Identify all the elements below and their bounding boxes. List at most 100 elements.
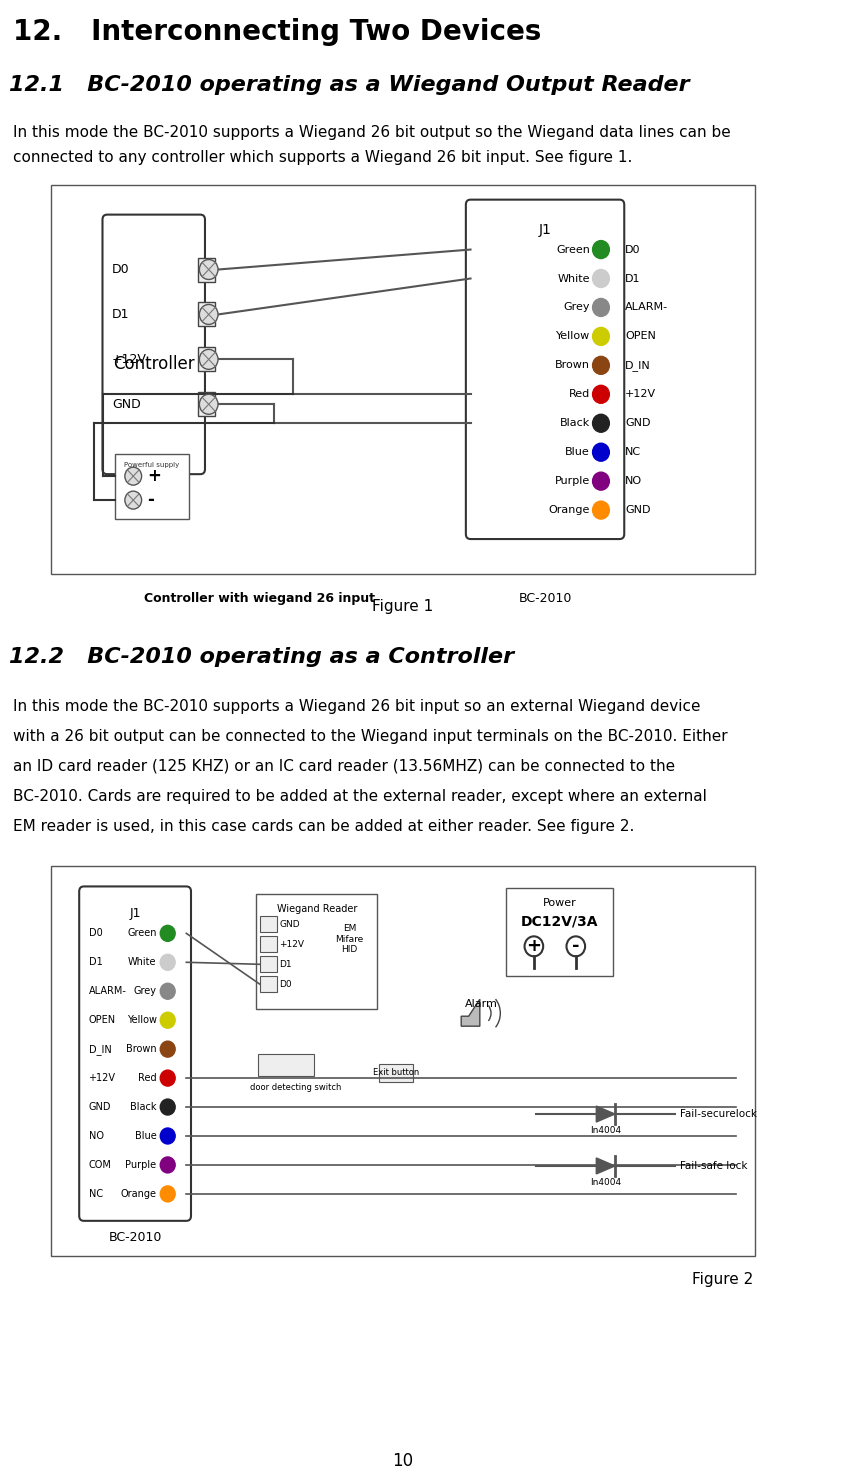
Circle shape: [593, 327, 609, 345]
Text: Figure 1: Figure 1: [372, 599, 433, 614]
Bar: [51, 866, 754, 1255]
Text: BC-2010: BC-2010: [518, 591, 572, 605]
Bar: [115, 454, 189, 519]
Text: +12V: +12V: [280, 940, 304, 948]
Text: Brown: Brown: [126, 1044, 156, 1055]
Text: Orange: Orange: [549, 504, 590, 515]
Text: Grey: Grey: [134, 987, 156, 996]
FancyBboxPatch shape: [103, 215, 205, 473]
Text: Red: Red: [569, 389, 590, 400]
Text: -: -: [572, 937, 580, 956]
Text: Controller: Controller: [113, 355, 194, 373]
Text: connected to any controller which supports a Wiegand 26 bit input. See figure 1.: connected to any controller which suppor…: [13, 150, 632, 165]
Text: with a 26 bit output can be connected to the Wiegand input terminals on the BC-2: with a 26 bit output can be connected to…: [13, 729, 727, 743]
Text: NO: NO: [626, 476, 642, 487]
Text: D1: D1: [626, 273, 641, 283]
Circle shape: [125, 491, 142, 509]
Circle shape: [160, 1041, 175, 1058]
Circle shape: [160, 1012, 175, 1028]
Text: Blue: Blue: [565, 447, 590, 457]
Text: GND: GND: [626, 504, 651, 515]
Text: Purple: Purple: [555, 476, 590, 487]
Polygon shape: [596, 1106, 615, 1122]
Text: GND: GND: [626, 419, 651, 428]
Text: In4004: In4004: [590, 1179, 621, 1187]
Text: Red: Red: [138, 1074, 156, 1083]
Text: Powerful supply: Powerful supply: [124, 462, 180, 468]
Text: D1: D1: [111, 308, 130, 322]
Circle shape: [593, 502, 609, 519]
Circle shape: [200, 260, 218, 279]
Text: Black: Black: [560, 419, 590, 428]
Text: Controller with wiegand 26 input: Controller with wiegand 26 input: [144, 591, 376, 605]
Bar: [260, 937, 276, 953]
Text: +: +: [147, 468, 161, 485]
Text: Fail-securelock: Fail-securelock: [680, 1109, 757, 1120]
Circle shape: [160, 954, 175, 971]
Bar: [260, 916, 276, 932]
Text: NC: NC: [626, 447, 641, 457]
Circle shape: [593, 414, 609, 432]
Text: Fail-safe lock: Fail-safe lock: [680, 1161, 747, 1171]
Text: D0: D0: [88, 928, 102, 938]
Bar: [379, 1063, 413, 1083]
Text: +12V: +12V: [626, 389, 657, 400]
Text: D1: D1: [280, 960, 292, 969]
FancyBboxPatch shape: [466, 199, 625, 538]
Text: D0: D0: [626, 245, 641, 255]
Circle shape: [160, 1069, 175, 1086]
Text: D0: D0: [280, 979, 292, 988]
Text: Blue: Blue: [135, 1131, 156, 1142]
Circle shape: [125, 468, 142, 485]
Text: BC-2010: BC-2010: [108, 1230, 162, 1243]
Text: GND: GND: [280, 920, 300, 929]
Text: door detecting switch: door detecting switch: [250, 1083, 341, 1092]
Text: Green: Green: [556, 245, 590, 255]
Circle shape: [200, 304, 218, 324]
Text: J1: J1: [130, 907, 141, 920]
Text: Power: Power: [543, 898, 576, 909]
Bar: [199, 348, 215, 372]
Polygon shape: [596, 1158, 615, 1174]
Circle shape: [160, 1186, 175, 1202]
Circle shape: [160, 925, 175, 941]
Bar: [260, 976, 276, 993]
Text: D_IN: D_IN: [88, 1044, 111, 1055]
Bar: [257, 894, 378, 1009]
Text: Brown: Brown: [555, 360, 590, 370]
Text: OPEN: OPEN: [88, 1015, 116, 1025]
Text: Figure 2: Figure 2: [691, 1271, 753, 1286]
Text: ALARM-: ALARM-: [626, 302, 669, 313]
Bar: [506, 888, 613, 976]
Circle shape: [160, 1099, 175, 1115]
Bar: [199, 302, 215, 326]
Circle shape: [567, 937, 585, 956]
Text: NO: NO: [88, 1131, 104, 1142]
Circle shape: [593, 472, 609, 490]
Circle shape: [160, 1156, 175, 1173]
Text: 12.   Interconnecting Two Devices: 12. Interconnecting Two Devices: [13, 18, 542, 46]
Circle shape: [200, 394, 218, 414]
Text: J1: J1: [538, 223, 551, 236]
Circle shape: [200, 350, 218, 369]
Bar: [51, 184, 754, 574]
Text: ALARM-: ALARM-: [88, 987, 126, 996]
FancyBboxPatch shape: [79, 886, 191, 1221]
Circle shape: [524, 937, 543, 956]
Text: Yellow: Yellow: [556, 332, 590, 341]
Polygon shape: [461, 999, 480, 1027]
Text: Wiegand Reader: Wiegand Reader: [276, 904, 357, 914]
Text: an ID card reader (125 KHZ) or an IC card reader (13.56MHZ) can be connected to : an ID card reader (125 KHZ) or an IC car…: [13, 758, 675, 774]
Bar: [260, 956, 276, 972]
Bar: [258, 1055, 314, 1077]
Text: White: White: [128, 957, 156, 968]
Text: D0: D0: [111, 263, 130, 276]
Text: +12V: +12V: [111, 353, 147, 366]
Text: 12.1   BC-2010 operating as a Wiegand Output Reader: 12.1 BC-2010 operating as a Wiegand Outp…: [10, 75, 690, 94]
Text: In4004: In4004: [590, 1125, 621, 1134]
Text: Black: Black: [130, 1102, 156, 1112]
Bar: [199, 258, 215, 282]
Text: D1: D1: [88, 957, 102, 968]
Text: +: +: [526, 937, 542, 956]
Circle shape: [593, 240, 609, 258]
